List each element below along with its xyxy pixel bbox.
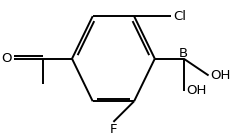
- Text: OH: OH: [185, 84, 205, 97]
- Text: OH: OH: [210, 69, 230, 82]
- Text: B: B: [178, 47, 188, 60]
- Text: Cl: Cl: [173, 10, 186, 23]
- Text: O: O: [2, 52, 12, 65]
- Text: F: F: [109, 123, 117, 136]
